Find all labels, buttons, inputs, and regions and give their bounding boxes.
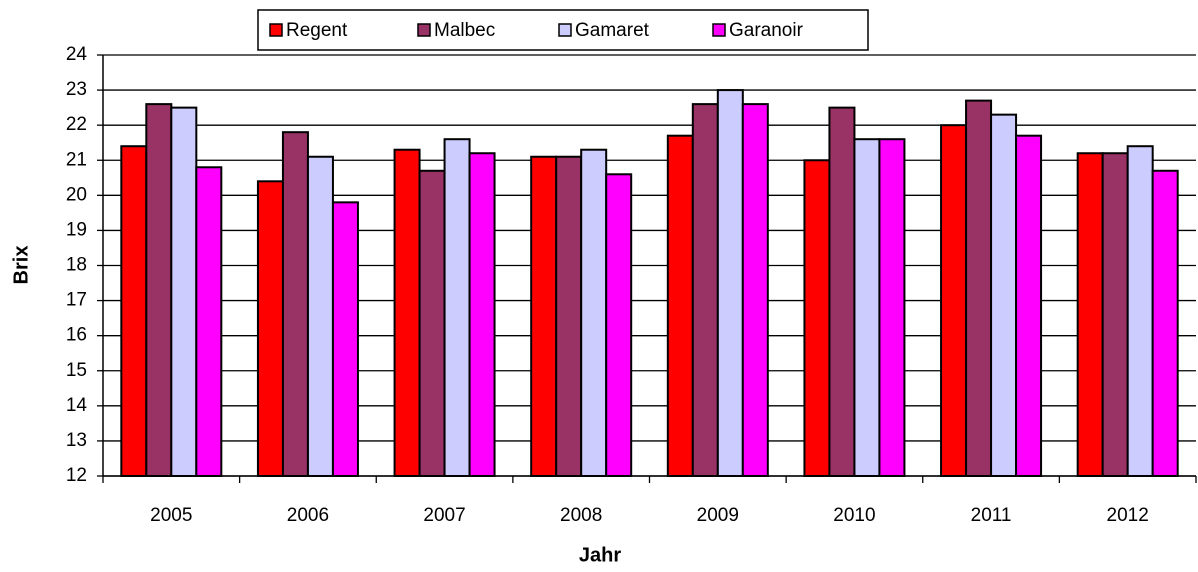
y-tick-label: 23 — [66, 79, 87, 100]
legend-box — [257, 9, 869, 51]
x-tick-label: 2006 — [287, 505, 329, 526]
bar — [120, 145, 148, 477]
bar — [530, 155, 558, 477]
x-tick-label: 2008 — [560, 505, 602, 526]
bar — [691, 103, 719, 477]
bar — [306, 155, 334, 477]
bar — [195, 166, 223, 477]
x-tick-label: 2012 — [1107, 505, 1149, 526]
bar — [170, 106, 198, 477]
y-tick-label: 17 — [66, 290, 87, 311]
y-axis-label: Brix — [10, 246, 32, 285]
bar — [741, 103, 769, 477]
bar — [256, 180, 284, 478]
x-tick-label: 2011 — [971, 505, 1012, 526]
legend-label: Regent — [286, 20, 348, 41]
bar — [555, 155, 583, 477]
y-tick-label: 24 — [66, 44, 88, 65]
bar — [716, 89, 744, 477]
x-tick-label: 2005 — [150, 505, 192, 526]
bar — [1015, 134, 1043, 477]
x-tick-label: 2007 — [423, 505, 465, 526]
bar — [281, 131, 309, 478]
bar — [443, 138, 471, 477]
y-tick-label: 20 — [66, 184, 87, 205]
bar — [580, 148, 608, 477]
y-tick-label: 14 — [66, 395, 88, 416]
bar — [940, 124, 968, 478]
y-tick-label: 12 — [66, 465, 87, 486]
legend-swatch — [269, 23, 283, 37]
x-tick-label: 2009 — [697, 505, 739, 526]
y-tick-label: 13 — [66, 430, 87, 451]
y-tick-label: 19 — [66, 219, 87, 240]
legend-label: Garanoir — [729, 20, 804, 41]
y-tick-label: 22 — [66, 114, 87, 135]
bar — [803, 159, 831, 477]
y-tick-label: 18 — [66, 255, 87, 276]
bar — [990, 113, 1018, 478]
bar — [965, 99, 993, 477]
bar — [605, 173, 633, 478]
legend-swatch — [417, 23, 431, 37]
y-tick-label: 21 — [66, 149, 87, 170]
bar — [393, 148, 421, 477]
bar — [418, 169, 446, 477]
x-axis-label: Jahr — [579, 544, 621, 566]
bar — [1101, 152, 1129, 477]
legend-swatch — [712, 23, 726, 37]
y-tick-label: 16 — [66, 325, 87, 346]
legend-label: Gamaret — [575, 20, 650, 41]
bar — [828, 106, 856, 477]
y-tick-label: 15 — [66, 360, 87, 381]
legend-label: Malbec — [434, 20, 495, 41]
x-tick-label: 2010 — [833, 505, 875, 526]
bar — [331, 201, 359, 477]
bar — [878, 138, 906, 477]
bar — [1076, 152, 1104, 477]
bar — [853, 138, 881, 477]
bar — [1151, 169, 1179, 477]
bar — [468, 152, 496, 477]
bar — [145, 103, 173, 477]
legend-swatch — [558, 23, 572, 37]
bar — [666, 134, 694, 477]
bar — [1126, 145, 1154, 477]
